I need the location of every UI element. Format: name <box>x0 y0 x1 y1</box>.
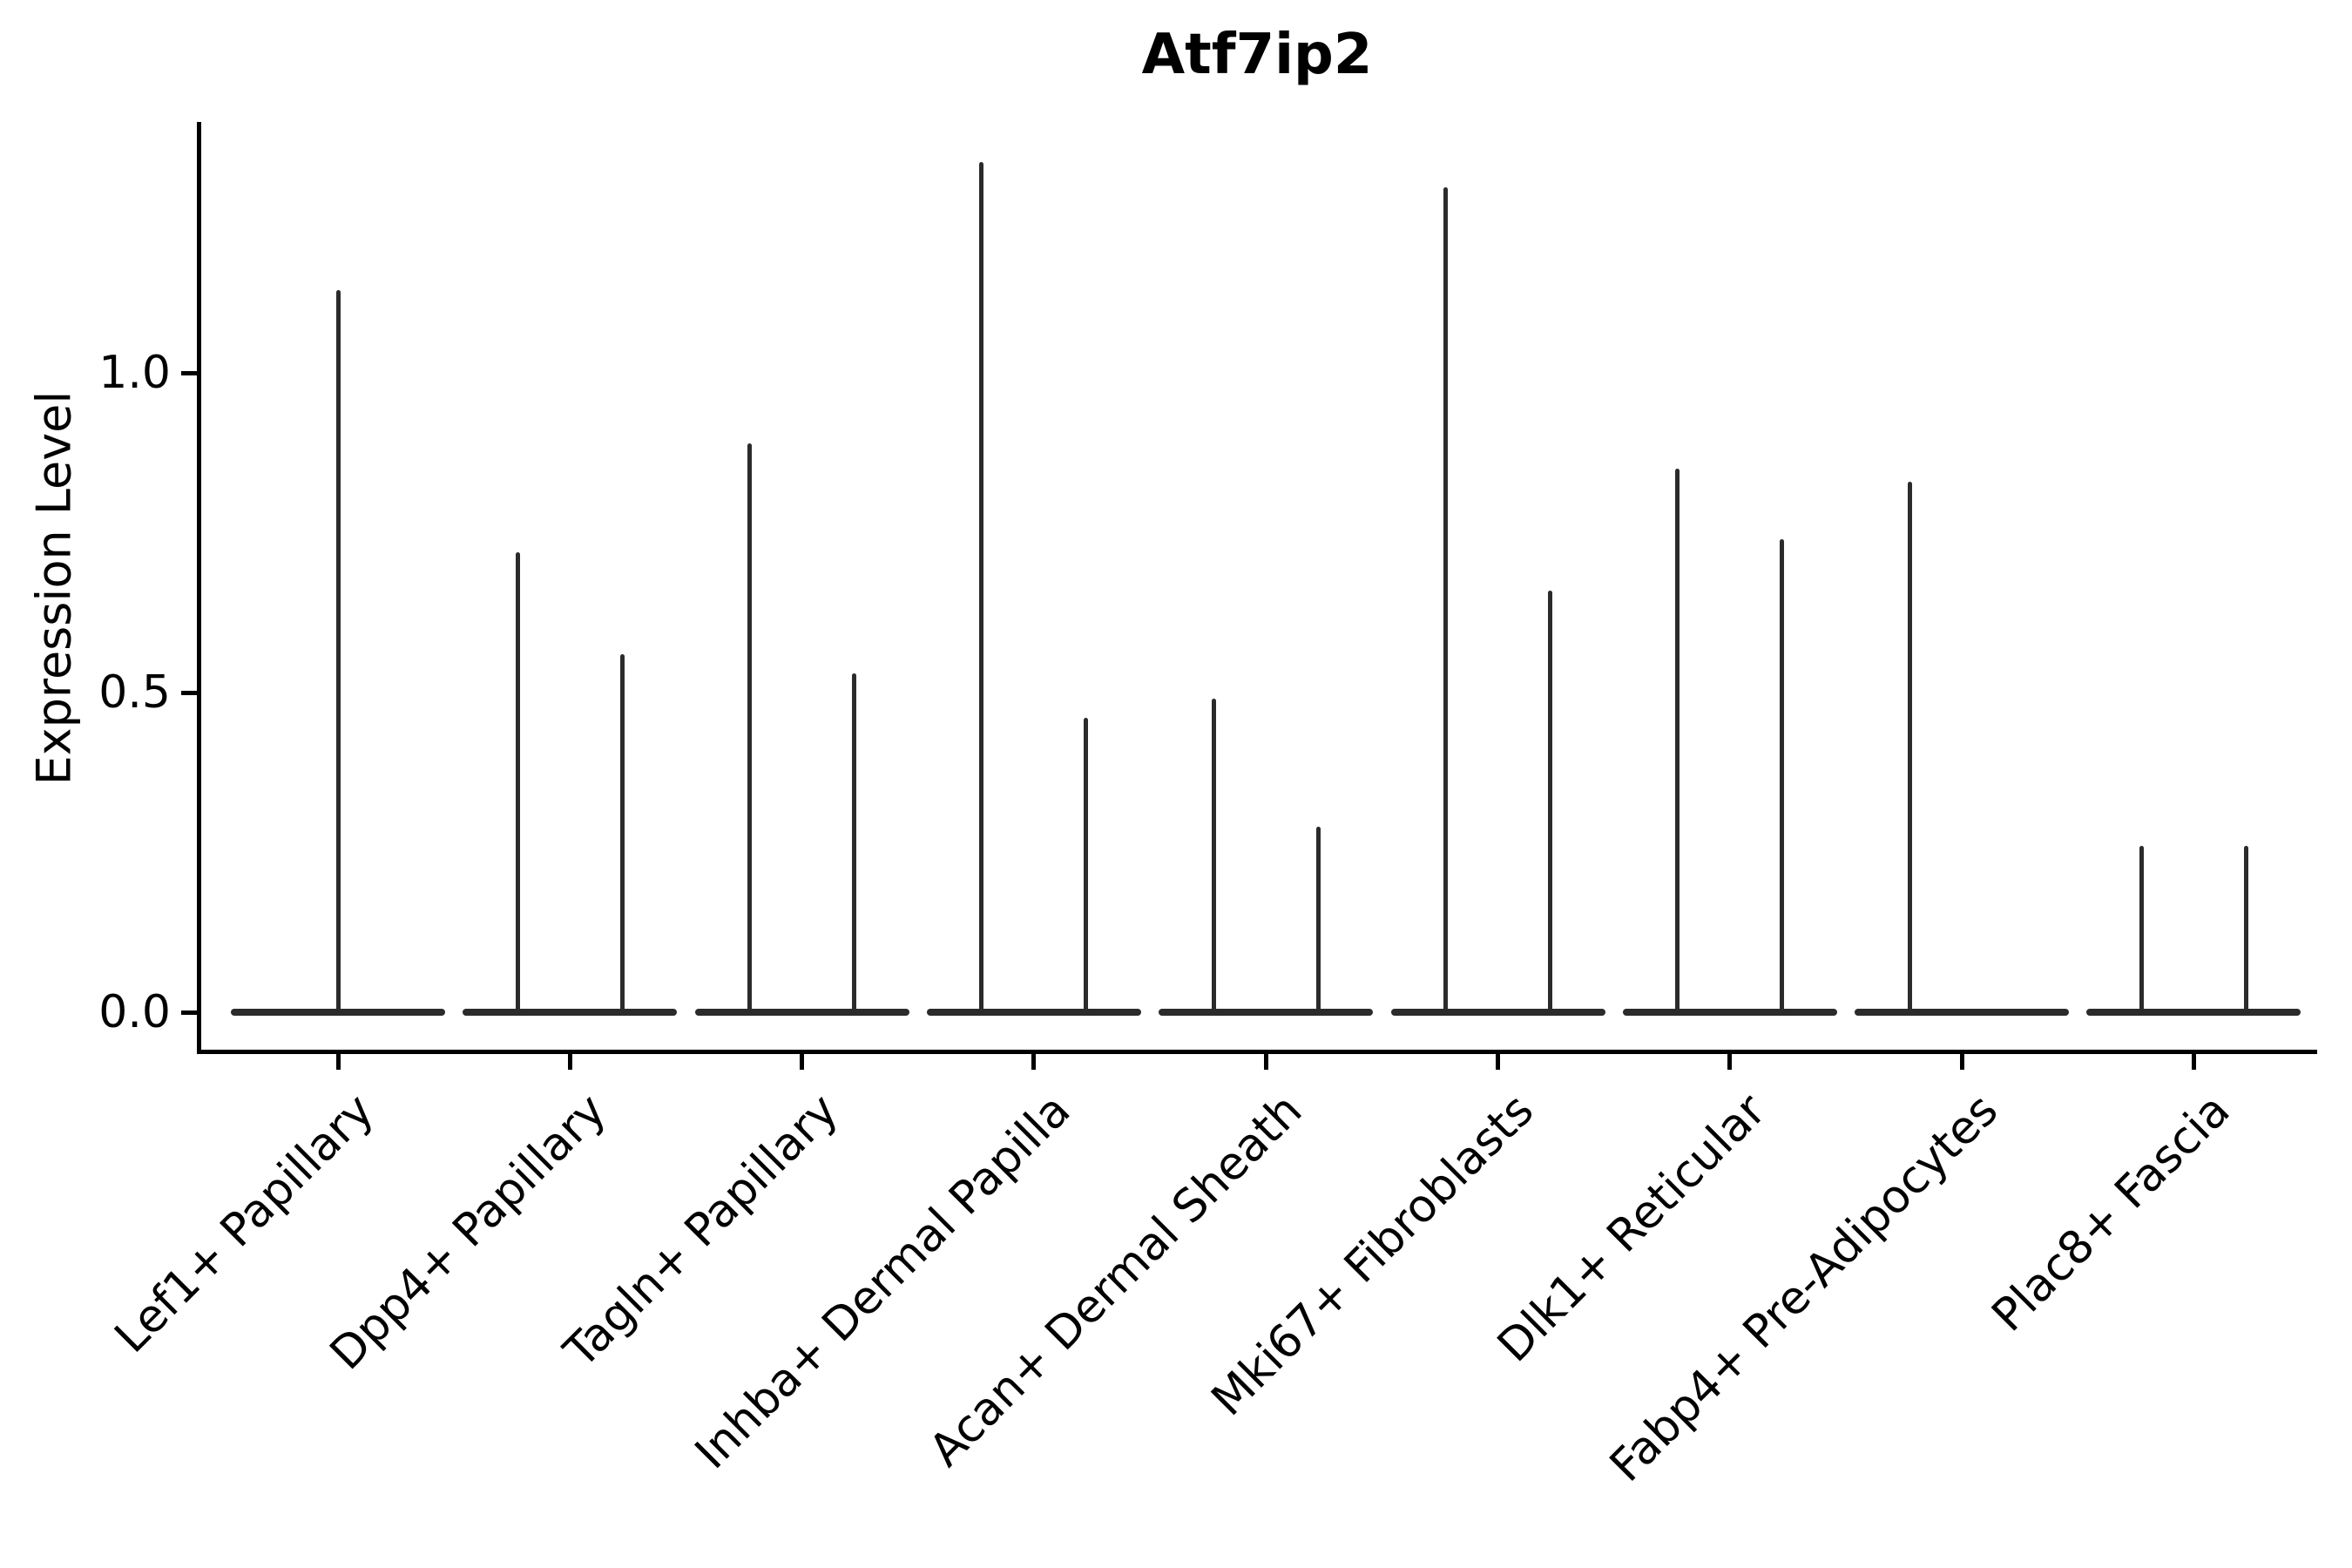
x-tick-label-text: Acan+ Dermal Sheath <box>919 1084 1313 1477</box>
violin-spike <box>2243 846 2248 1012</box>
violin-spike <box>1315 827 1321 1012</box>
violin-spike <box>1907 481 1912 1012</box>
violin-baseline <box>2086 1009 2301 1016</box>
violin-baseline <box>694 1009 909 1016</box>
violin-baseline <box>231 1009 445 1016</box>
x-tick-mark <box>2191 1054 2196 1070</box>
y-axis-label: Expression Level <box>26 390 82 786</box>
x-tick-mark <box>800 1054 805 1070</box>
violin-baseline <box>1622 1009 1837 1016</box>
violin-spike <box>2139 846 2144 1012</box>
y-tick-label: 0.5 <box>98 666 171 719</box>
violin-spike <box>1780 538 1785 1012</box>
x-tick-mark <box>1727 1054 1733 1070</box>
y-tick-mark <box>181 690 197 695</box>
y-tick-label: 1.0 <box>98 347 171 399</box>
violin-spike <box>1084 718 1089 1012</box>
x-tick-label-text: Plac8+ Fascia <box>1982 1084 2240 1342</box>
y-tick-label: 0.0 <box>98 986 171 1038</box>
violin-spike <box>619 653 625 1012</box>
violin-baseline <box>1390 1009 1605 1016</box>
violin-spike <box>1211 699 1216 1012</box>
violin-baseline <box>1855 1009 2070 1016</box>
x-tick-label-text: Fabp4+ Pre-Adipocytes <box>1599 1084 2009 1492</box>
plot-title: Atf7ip2 <box>1141 23 1373 87</box>
x-tick-mark <box>1031 1054 1037 1070</box>
violin-spike <box>1443 187 1448 1012</box>
x-tick-label-text: Inhba+ Dermal Papilla <box>685 1084 1080 1480</box>
violin-spike <box>1675 469 1680 1012</box>
violin-spike <box>979 161 984 1012</box>
violin-spike <box>515 551 520 1012</box>
x-tick-mark <box>1959 1054 1964 1070</box>
plot-area <box>197 122 2317 1054</box>
x-tick-mark <box>1263 1054 1268 1070</box>
x-tick-mark <box>1496 1054 1500 1070</box>
violin-spike <box>1548 590 1552 1012</box>
violin-baseline <box>1159 1009 1374 1016</box>
y-tick-mark <box>181 370 197 375</box>
violin-spike <box>747 443 753 1012</box>
x-tick-mark <box>335 1054 341 1070</box>
violin-spike <box>335 289 341 1012</box>
x-tick-mark <box>567 1054 572 1070</box>
violin-baseline <box>463 1009 678 1016</box>
y-tick-mark <box>181 1010 197 1015</box>
violin-spike <box>852 672 857 1012</box>
violin-baseline <box>926 1009 1141 1016</box>
